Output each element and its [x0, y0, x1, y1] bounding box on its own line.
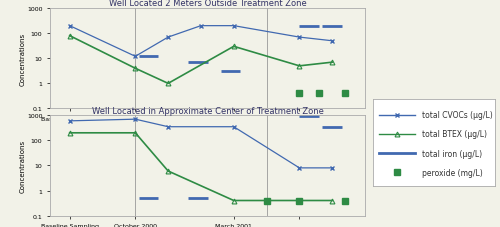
- Text: peroxide (mg/L): peroxide (mg/L): [422, 168, 482, 177]
- Text: total BTEX (µg/L): total BTEX (µg/L): [422, 130, 486, 139]
- Y-axis label: Concentrations: Concentrations: [20, 139, 26, 192]
- Title: Well Located in Approximate Center of Treatment Zone: Well Located in Approximate Center of Tr…: [92, 106, 324, 115]
- Text: total CVOCs (µg/L): total CVOCs (µg/L): [422, 111, 492, 120]
- Y-axis label: Concentrations: Concentrations: [20, 32, 26, 86]
- Title: Well Located 2 Meters Outside Treatment Zone: Well Located 2 Meters Outside Treatment …: [108, 0, 306, 8]
- Text: total iron (µg/L): total iron (µg/L): [422, 149, 482, 158]
